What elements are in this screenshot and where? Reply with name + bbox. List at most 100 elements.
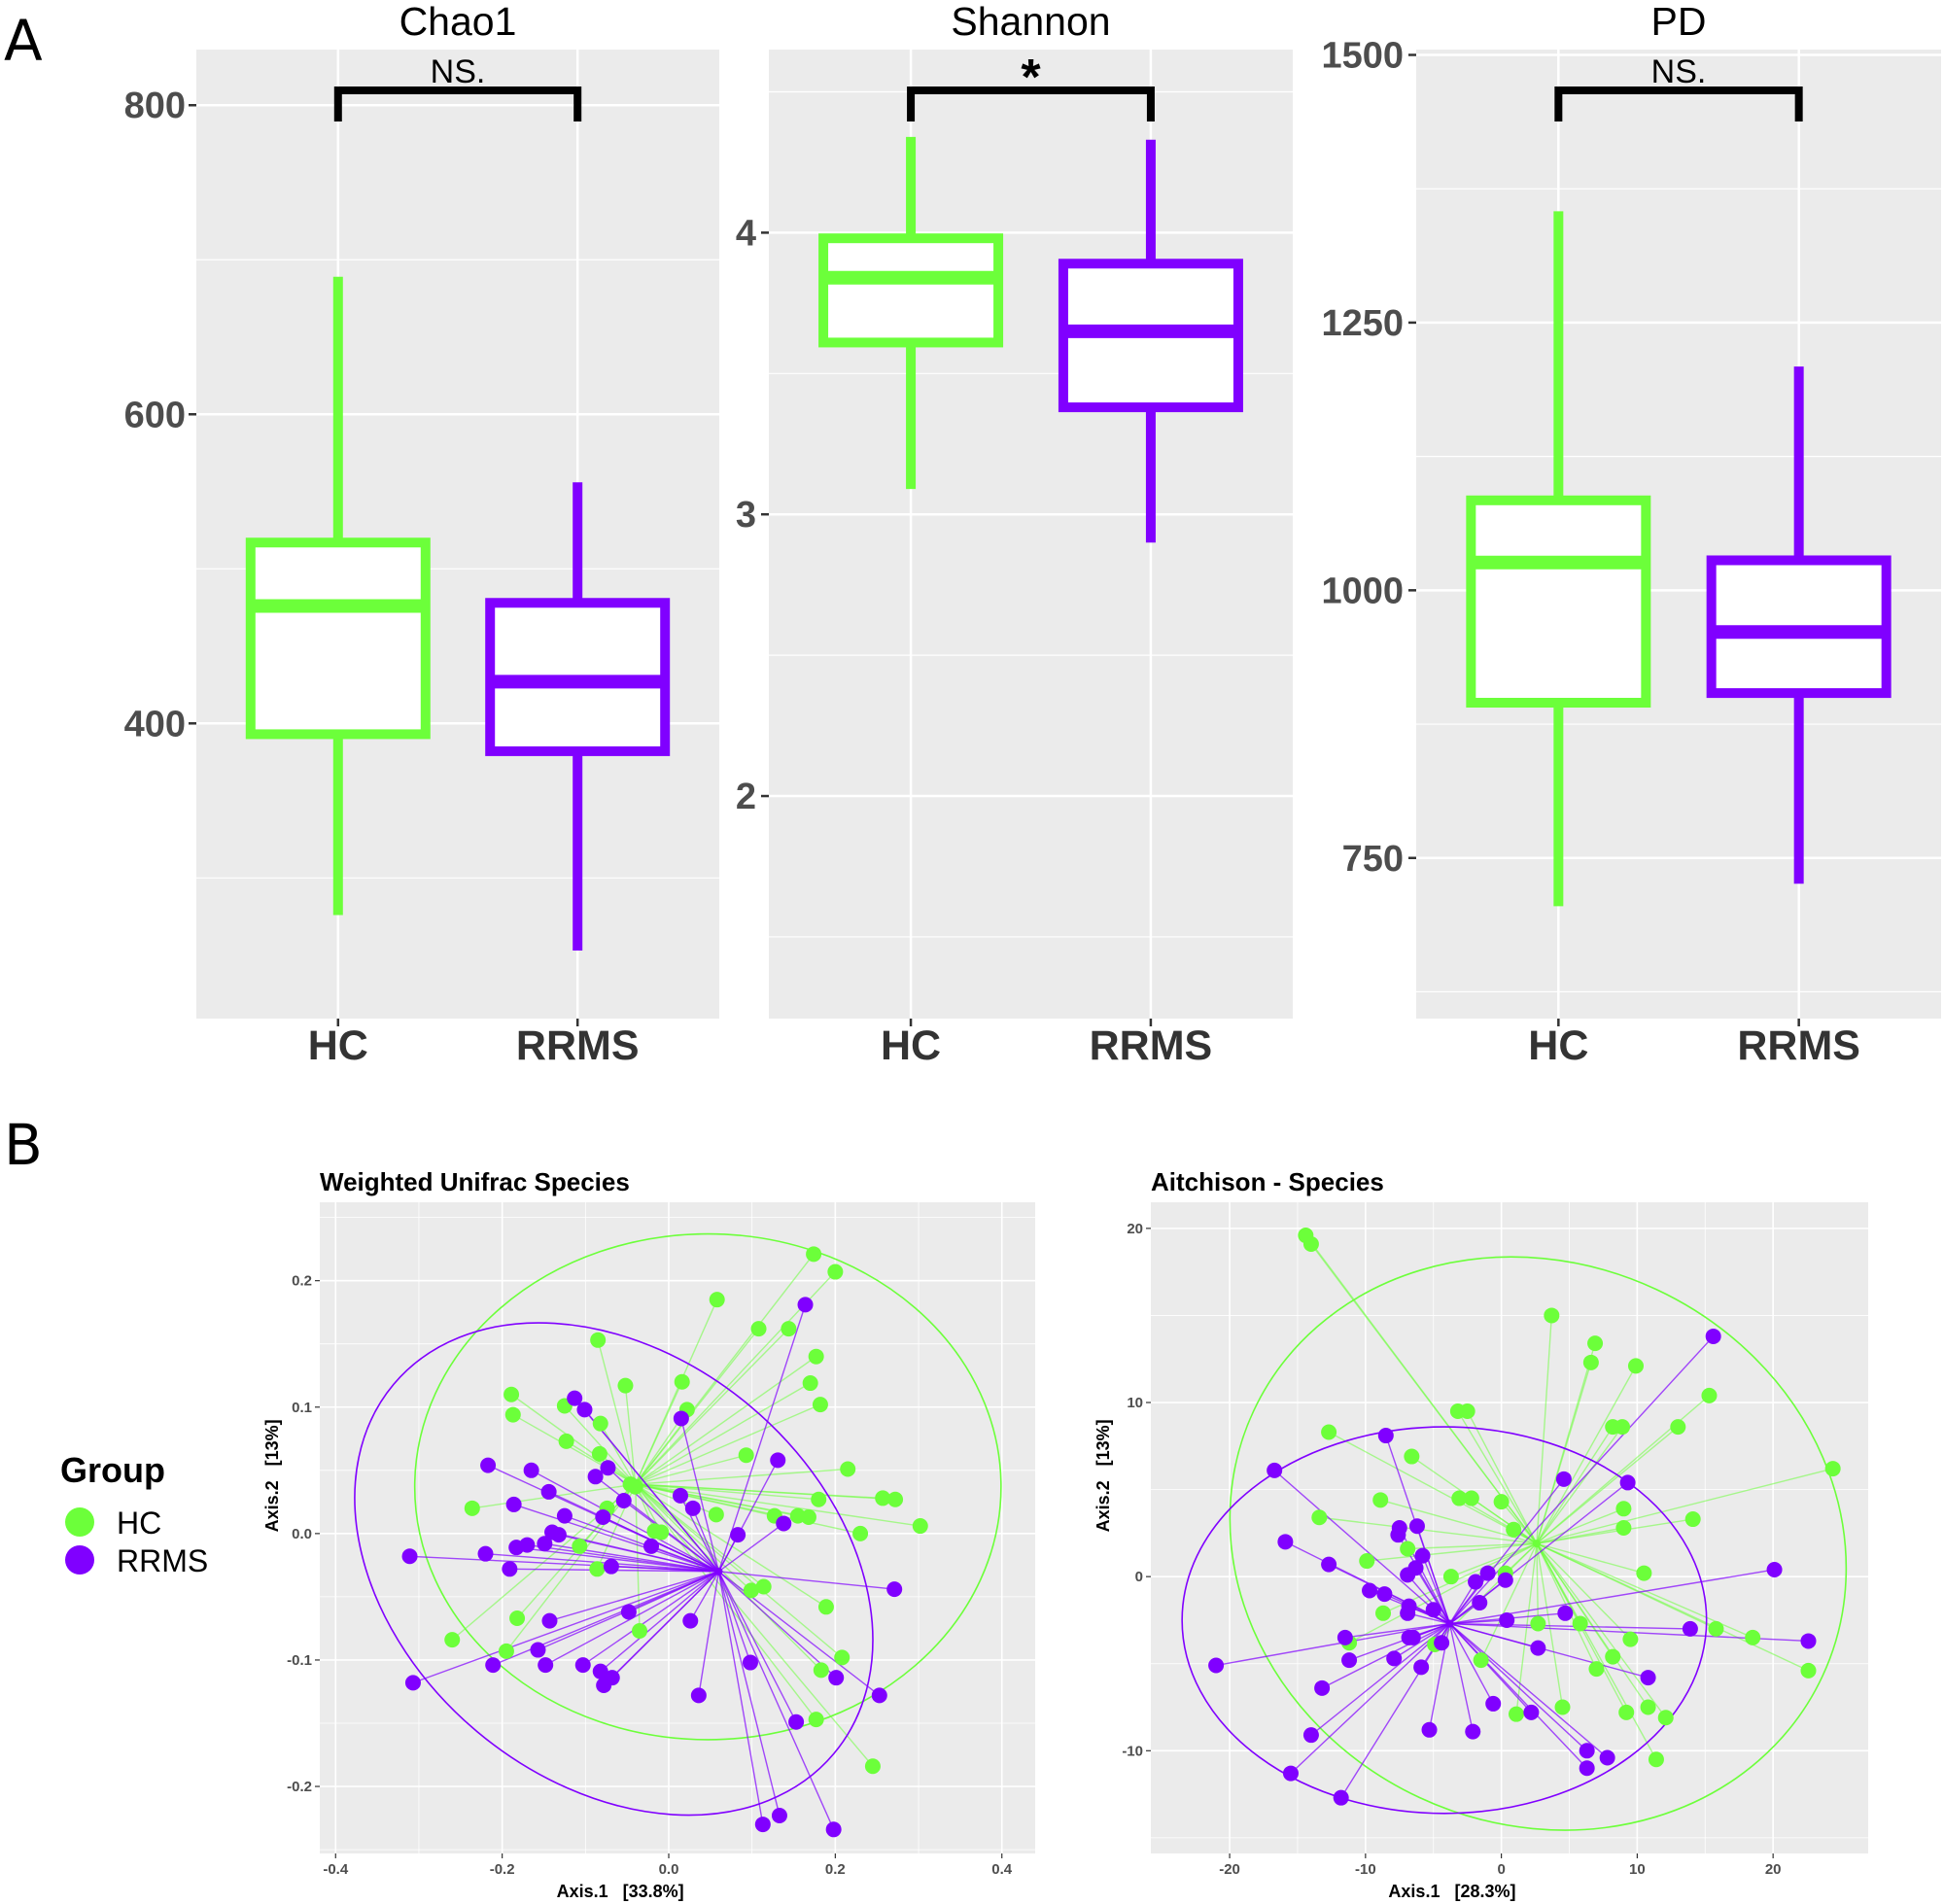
y-tick-label: -0.1 — [287, 1652, 312, 1669]
spider-line — [1536, 1542, 1631, 1641]
x-tick-label: HC — [881, 1022, 941, 1069]
data-point — [1359, 1553, 1375, 1570]
spider-line — [1536, 1543, 1540, 1624]
spider-line — [1448, 1623, 1588, 1769]
x-axis-label: Axis.1 [33.8%] — [557, 1882, 684, 1901]
data-point — [781, 1321, 797, 1337]
data-point — [1362, 1582, 1378, 1599]
data-point — [1333, 1789, 1349, 1806]
spider-line — [1321, 1622, 1450, 1689]
data-point — [537, 1536, 553, 1552]
data-point — [523, 1462, 539, 1478]
data-point — [477, 1545, 494, 1562]
data-point — [508, 1540, 525, 1556]
confidence-ellipse — [1181, 1426, 1708, 1815]
centroid-point — [1445, 1619, 1454, 1628]
data-point — [1506, 1521, 1522, 1538]
spider-line — [558, 1534, 719, 1573]
legend: Group HC RRMS — [60, 1450, 208, 1578]
spider-line — [1310, 1243, 1538, 1544]
spider-line — [717, 1522, 784, 1573]
x-tick-label: 0.4 — [991, 1861, 1013, 1878]
data-point — [1599, 1749, 1615, 1766]
spider-line — [1393, 1622, 1450, 1659]
data-point — [505, 1496, 522, 1512]
spider-line — [610, 1565, 719, 1573]
data-point — [632, 1623, 648, 1640]
x-tick-label: -0.2 — [490, 1861, 515, 1878]
spider-line — [635, 1483, 896, 1501]
spider-line — [635, 1381, 683, 1485]
y-tick-label: 2 — [736, 777, 756, 817]
data-point — [1375, 1605, 1392, 1621]
spider-line — [1448, 1623, 1474, 1732]
y-tick-label: 1000 — [1321, 571, 1404, 611]
data-point — [1468, 1574, 1484, 1590]
data-point — [1800, 1662, 1817, 1679]
data-point — [1372, 1492, 1389, 1508]
spider-line — [717, 1571, 797, 1723]
y-tick-label: 20 — [1127, 1221, 1143, 1237]
data-point — [886, 1581, 903, 1598]
x-tick-label: 10 — [1629, 1861, 1646, 1878]
plot-area — [1181, 1228, 1848, 1831]
data-point — [643, 1538, 660, 1554]
spider-line — [1414, 1567, 1451, 1624]
x-tick-label: 20 — [1765, 1861, 1782, 1878]
y-tick-label: 0.0 — [292, 1526, 312, 1542]
spider-line — [1319, 1516, 1538, 1544]
data-point — [1530, 1615, 1546, 1632]
y-tick-label: 1250 — [1321, 303, 1404, 344]
data-point — [1499, 1611, 1515, 1628]
data-point — [755, 1578, 772, 1595]
data-point — [590, 1332, 607, 1348]
confidence-ellipse — [1229, 1256, 1848, 1831]
legend-title: Group — [60, 1450, 165, 1490]
data-point — [1708, 1620, 1724, 1637]
x-tick-label: 0 — [1497, 1861, 1505, 1878]
data-point — [1465, 1723, 1481, 1740]
spider-line — [623, 1500, 719, 1573]
data-point — [1267, 1462, 1283, 1478]
data-point — [574, 1657, 591, 1674]
spider-line — [597, 1339, 637, 1485]
data-point — [1493, 1494, 1510, 1510]
spider-line — [583, 1408, 719, 1573]
spider-line — [635, 1483, 861, 1535]
spider-line — [1536, 1507, 1624, 1544]
spider-line — [1328, 1431, 1538, 1544]
x-tick-label: 0.0 — [659, 1861, 679, 1878]
data-point — [1425, 1602, 1441, 1618]
data-point — [1615, 1501, 1632, 1517]
spider-line — [1290, 1623, 1450, 1775]
data-point — [558, 1433, 574, 1449]
data-point — [1557, 1605, 1574, 1621]
plot-background — [320, 1202, 1035, 1853]
spider-line — [600, 1571, 719, 1673]
spider-line — [1449, 1622, 1690, 1630]
spider-line — [512, 1413, 637, 1485]
spider-line — [692, 1507, 720, 1573]
spider-line — [1536, 1315, 1553, 1544]
data-point — [1451, 1490, 1468, 1506]
spider-line — [1340, 1623, 1451, 1799]
plot-title: Chao1 — [399, 0, 517, 44]
centroid-point — [714, 1567, 723, 1575]
spider-line — [1536, 1542, 1657, 1760]
spider-line — [1449, 1622, 1649, 1679]
spider-line — [635, 1382, 812, 1485]
spider-line — [1450, 1542, 1538, 1577]
data-point — [1321, 1556, 1337, 1573]
data-point — [1523, 1704, 1540, 1720]
data-point — [1485, 1695, 1502, 1712]
data-point — [812, 1397, 828, 1413]
spider-line — [1407, 1542, 1537, 1550]
data-point — [825, 1821, 842, 1838]
data-point — [1404, 1448, 1420, 1465]
y-tick-label: 1500 — [1321, 36, 1404, 77]
data-point — [1321, 1424, 1337, 1440]
data-point — [1588, 1661, 1605, 1678]
significance-label: NS. — [1651, 53, 1707, 90]
legend-label-hc: HC — [117, 1506, 161, 1541]
data-point — [802, 1375, 818, 1392]
